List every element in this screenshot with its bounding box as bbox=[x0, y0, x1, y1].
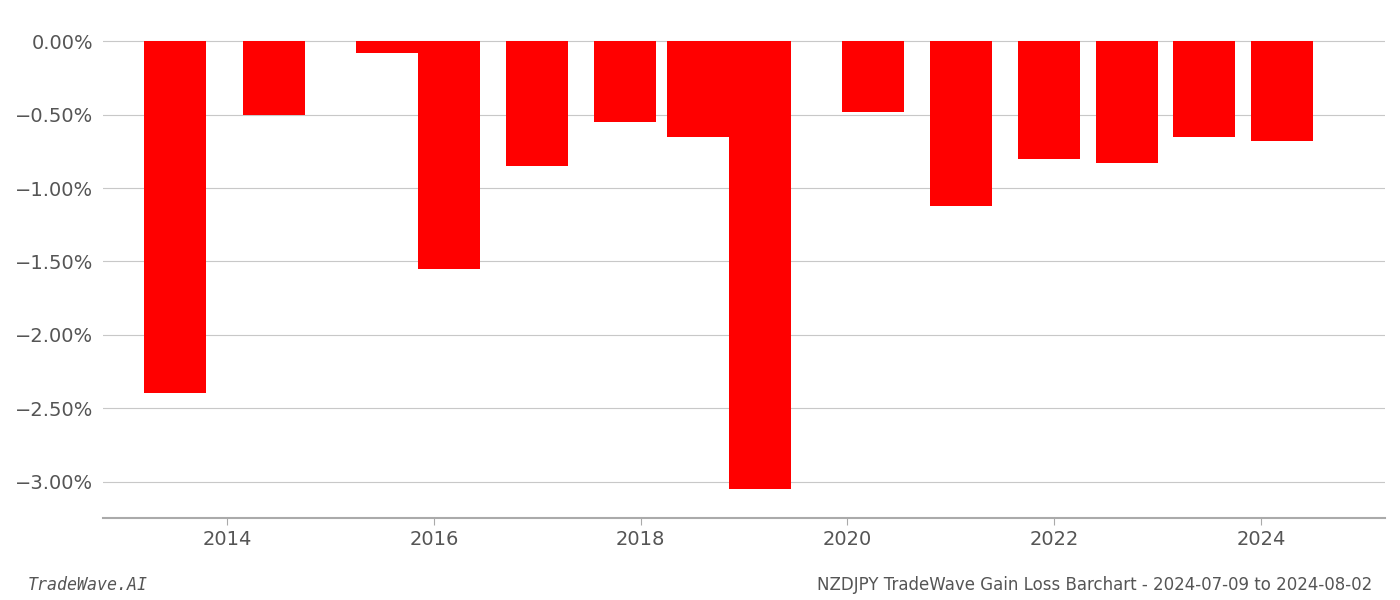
Bar bbox=[242, 41, 305, 115]
Bar bbox=[843, 41, 904, 112]
Bar bbox=[930, 41, 993, 206]
Bar bbox=[357, 41, 419, 53]
Text: NZDJPY TradeWave Gain Loss Barchart - 2024-07-09 to 2024-08-02: NZDJPY TradeWave Gain Loss Barchart - 20… bbox=[816, 576, 1372, 594]
Bar bbox=[1096, 41, 1158, 163]
Bar bbox=[666, 41, 728, 137]
Text: TradeWave.AI: TradeWave.AI bbox=[28, 576, 148, 594]
Bar bbox=[419, 41, 480, 269]
Bar bbox=[594, 41, 657, 122]
Bar bbox=[144, 41, 206, 394]
Bar bbox=[1018, 41, 1079, 159]
Bar bbox=[507, 41, 568, 166]
Bar bbox=[1250, 41, 1313, 141]
Bar bbox=[728, 41, 791, 489]
Bar bbox=[1173, 41, 1235, 137]
